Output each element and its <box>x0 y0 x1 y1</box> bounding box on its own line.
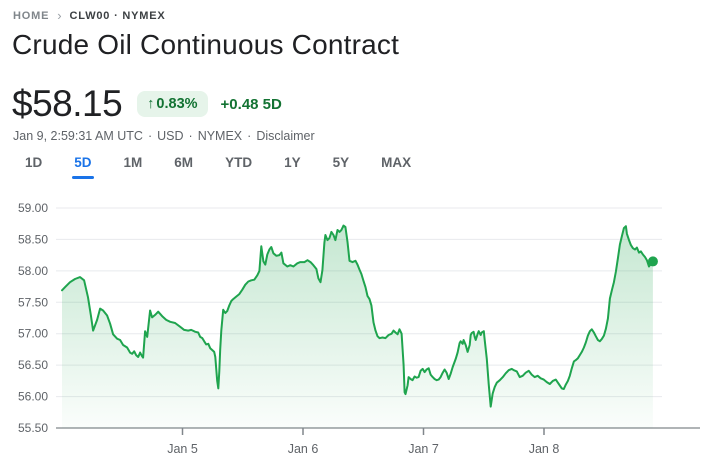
tab-1d[interactable]: 1D <box>25 155 43 170</box>
currency: USD <box>157 129 184 143</box>
timestamp: Jan 9, 2:59:31 AM UTC <box>13 129 143 143</box>
last-price-dot <box>647 256 658 267</box>
breadcrumb-home-link[interactable]: HOME <box>13 9 50 22</box>
meta-separator: · <box>247 129 252 143</box>
price-chart[interactable]: 59.00 58.50 58.00 57.50 57.00 56.50 56.00 55.50… <box>0 195 706 467</box>
y-axis-label: 56.50 <box>18 358 48 372</box>
y-axis-label: 58.50 <box>18 232 48 246</box>
x-axis-label: Jan 8 <box>529 442 560 456</box>
quote-header: $58.15 ↑ 0.83% +0.48 5D <box>12 83 282 125</box>
tab-1y[interactable]: 1Y <box>284 155 301 170</box>
active-tab-underline <box>72 176 94 179</box>
price-area-fill <box>62 225 653 428</box>
tab-ytd[interactable]: YTD <box>225 155 253 170</box>
y-axis-label: 58.00 <box>18 264 48 278</box>
change-percent-badge: ↑ 0.83% <box>137 91 208 117</box>
y-axis-label: 55.50 <box>18 421 48 435</box>
tab-1m[interactable]: 1M <box>123 155 143 170</box>
meta-separator: · <box>147 129 153 143</box>
x-axis-label: Jan 6 <box>288 442 319 456</box>
tab-5d[interactable]: 5D <box>72 155 94 179</box>
disclaimer-link[interactable]: Disclaimer <box>256 129 315 143</box>
tab-5y[interactable]: 5Y <box>332 155 350 170</box>
x-axis-label: Jan 7 <box>408 442 439 456</box>
x-axis-label: Jan 5 <box>167 442 198 456</box>
breadcrumb-symbol: CLW00 · NYMEX <box>69 9 166 22</box>
exchange: NYMEX <box>197 129 243 143</box>
change-absolute: +0.48 5D <box>220 95 282 113</box>
change-percent: 0.83% <box>156 96 198 112</box>
price-chart-svg[interactable]: 59.00 58.50 58.00 57.50 57.00 56.50 56.00 55.50… <box>0 195 706 467</box>
meta-separator: · <box>188 129 193 143</box>
y-axis-label: 57.50 <box>18 295 48 309</box>
current-price: $58.15 <box>12 83 123 124</box>
up-arrow-icon: ↑ <box>147 96 155 112</box>
y-axis-label: 59.00 <box>18 201 48 215</box>
page-title: Crude Oil Continuous Contract <box>12 29 400 60</box>
breadcrumb: HOME › CLW00 · NYMEX <box>13 9 166 22</box>
y-axis-label: 57.00 <box>18 327 48 341</box>
chevron-right-icon: › <box>57 8 62 23</box>
tab-6m[interactable]: 6M <box>174 155 194 170</box>
tab-max[interactable]: MAX <box>381 155 412 170</box>
range-tabs: 1D 5D 1M 6M YTD 1Y 5Y MAX <box>25 155 411 179</box>
price-line <box>61 224 654 408</box>
quote-meta: Jan 9, 2:59:31 AM UTC · USD · NYMEX · Di… <box>13 129 315 143</box>
y-axis-label: 56.00 <box>18 390 48 404</box>
